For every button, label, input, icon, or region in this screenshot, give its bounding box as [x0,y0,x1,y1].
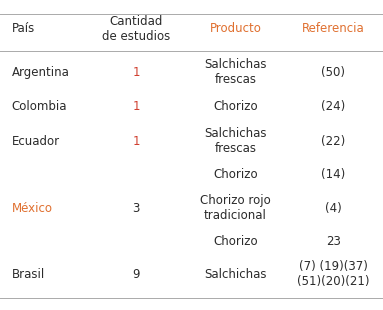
Text: Chorizo: Chorizo [213,235,258,248]
Text: Chorizo: Chorizo [213,100,258,113]
Text: País: País [11,22,35,35]
Text: 1: 1 [132,100,140,113]
Text: (24): (24) [321,100,345,113]
Text: Colombia: Colombia [11,100,67,113]
Text: Chorizo: Chorizo [213,168,258,181]
Text: Referencia: Referencia [302,22,365,35]
Text: (22): (22) [321,135,345,148]
Text: Ecuador: Ecuador [11,135,60,148]
Text: 9: 9 [132,268,140,281]
Text: Salchichas: Salchichas [204,268,267,281]
Text: Cantidad
de estudios: Cantidad de estudios [102,15,170,43]
Text: 23: 23 [326,235,340,248]
Text: (50): (50) [321,65,345,78]
Text: Argentina: Argentina [11,65,69,78]
Text: Producto: Producto [210,22,262,35]
Text: Salchichas
frescas: Salchichas frescas [204,127,267,155]
Text: (7) (19)(37)
(51)(20)(21): (7) (19)(37) (51)(20)(21) [297,260,370,288]
Text: Salchichas
frescas: Salchichas frescas [204,58,267,86]
Text: (14): (14) [321,168,345,181]
Text: 1: 1 [132,135,140,148]
Text: Chorizo rojo
tradicional: Chorizo rojo tradicional [200,194,271,222]
Text: Brasil: Brasil [11,268,45,281]
Text: México: México [11,202,52,215]
Text: 3: 3 [132,202,140,215]
Text: 1: 1 [132,65,140,78]
Text: (4): (4) [325,202,342,215]
